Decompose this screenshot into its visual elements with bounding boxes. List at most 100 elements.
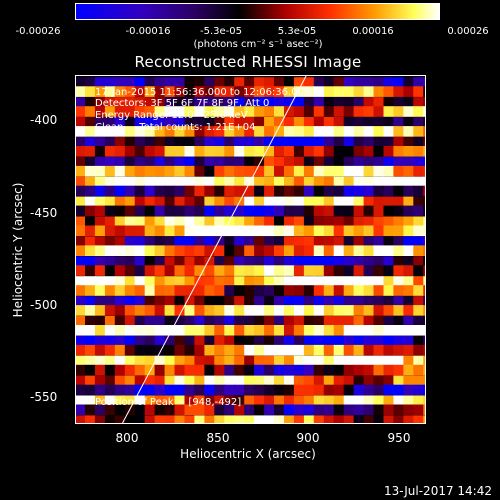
- heatmap-cell: [75, 305, 86, 316]
- y-tick-label: -400: [30, 113, 58, 127]
- heatmap-cell: [403, 344, 414, 356]
- heatmap-cell: [403, 245, 414, 256]
- heatmap-cell: [423, 126, 426, 137]
- heatmap-cell: [284, 305, 295, 316]
- heatmap-cell: [244, 165, 255, 177]
- heatmap-cell: [144, 265, 156, 276]
- heatmap-cell: [174, 86, 186, 97]
- heatmap-cell: [234, 335, 245, 347]
- heatmap-cell: [85, 185, 96, 197]
- heatmap-cell: [164, 315, 176, 327]
- heatmap-cell: [403, 236, 414, 247]
- heatmap-cell: [293, 285, 305, 296]
- heatmap-cell: [244, 185, 255, 197]
- heatmap-cell: [413, 236, 424, 247]
- heatmap-cell: [144, 106, 156, 117]
- heatmap-cell: [303, 236, 315, 247]
- heatmap-cell: [244, 256, 255, 267]
- heatmap-cell: [363, 245, 375, 256]
- heatmap-cell: [114, 315, 126, 327]
- heatmap-cell: [343, 185, 355, 197]
- heatmap-cell: [413, 305, 424, 316]
- heatmap-cell: [184, 415, 196, 424]
- heatmap-cell: [393, 315, 404, 327]
- heatmap-cell: [204, 364, 215, 376]
- heatmap-cell: [264, 276, 275, 287]
- heatmap-cell: [274, 156, 285, 168]
- heatmap-cell: [333, 395, 345, 407]
- heatmap-cell: [383, 384, 395, 396]
- heatmap-cell: [104, 97, 116, 108]
- heatmap-cell: [303, 305, 315, 316]
- heatmap-cell: [333, 296, 345, 307]
- heatmap-cell: [124, 196, 136, 208]
- heatmap-cell: [423, 364, 426, 376]
- heatmap-cell: [234, 364, 245, 376]
- heatmap-cell: [194, 176, 205, 188]
- heatmap-cell: [393, 276, 404, 287]
- heatmap-cell: [343, 415, 355, 424]
- heatmap-cell: [343, 364, 355, 376]
- heatmap-cell: [194, 97, 205, 108]
- heatmap-cell: [373, 265, 385, 276]
- heatmap-cell: [393, 404, 404, 416]
- heatmap-cell: [144, 225, 156, 237]
- heatmap-cell: [363, 415, 375, 424]
- heatmap-cell: [174, 236, 186, 247]
- heatmap-cell: [353, 196, 365, 208]
- heatmap-cell: [164, 245, 176, 256]
- heatmap-cell: [75, 285, 86, 296]
- heatmap-cell: [403, 335, 414, 347]
- heatmap-cell: [393, 126, 404, 137]
- heatmap-cell: [224, 296, 235, 307]
- heatmap-cell: [244, 77, 255, 88]
- heatmap-cell: [323, 305, 335, 316]
- heatmap-cell: [164, 364, 176, 376]
- heatmap-cell: [85, 364, 96, 376]
- heatmap-cell: [353, 176, 365, 188]
- heatmap-cell: [144, 245, 156, 256]
- heatmap-cell: [164, 196, 176, 208]
- heatmap-cell: [85, 205, 96, 217]
- heatmap-cell: [284, 117, 295, 128]
- heatmap-cell: [323, 355, 335, 367]
- heatmap-cell: [244, 375, 255, 387]
- heatmap-cell: [104, 86, 116, 97]
- heatmap-cell: [313, 384, 325, 396]
- heatmap-cell: [313, 117, 325, 128]
- heatmap-cell: [214, 296, 225, 307]
- heatmap-cell: [224, 216, 235, 228]
- heatmap-cell: [323, 335, 335, 347]
- heatmap-cell: [124, 256, 136, 267]
- heatmap-cell: [144, 185, 156, 197]
- heatmap-cell: [85, 165, 96, 177]
- heatmap-cell: [313, 355, 325, 367]
- heatmap-cell: [85, 384, 96, 396]
- annotation-time-range: 17-Jan-2015 11:56:36.000 to 12:06:36.000: [95, 87, 311, 98]
- heatmap-cell: [234, 185, 245, 197]
- heatmap-cell: [274, 126, 285, 137]
- heatmap-cell: [423, 395, 426, 407]
- heatmap-cell: [303, 165, 315, 177]
- heatmap-cell: [194, 117, 205, 128]
- heatmap-cell: [254, 276, 265, 287]
- heatmap-cell: [293, 265, 305, 276]
- heatmap-cell: [264, 77, 275, 88]
- heatmap-cell: [333, 364, 345, 376]
- heatmap-cell: [323, 205, 335, 217]
- heatmap-cell: [423, 384, 426, 396]
- heatmap-cell: [154, 315, 166, 327]
- heatmap-cell: [174, 126, 186, 137]
- heatmap-cell: [134, 364, 146, 376]
- heatmap-cell: [293, 276, 305, 287]
- heatmap-cell: [393, 395, 404, 407]
- heatmap-cell: [244, 86, 255, 97]
- heatmap-cell: [154, 185, 166, 197]
- heatmap-cell: [313, 236, 325, 247]
- heatmap-cell: [204, 395, 215, 407]
- heatmap-cell: [413, 146, 424, 157]
- heatmap-cell: [94, 185, 106, 197]
- heatmap-cell: [393, 176, 404, 188]
- heatmap-cell: [323, 97, 335, 108]
- heatmap-cell: [423, 77, 426, 88]
